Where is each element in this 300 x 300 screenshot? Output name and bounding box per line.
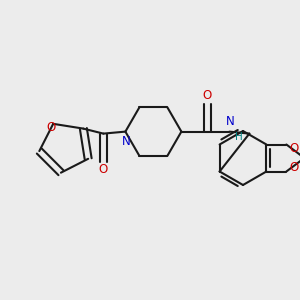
Text: O: O [99, 163, 108, 176]
Text: N: N [226, 115, 235, 128]
Text: H: H [235, 132, 242, 142]
Text: O: O [46, 121, 56, 134]
Text: N: N [122, 135, 131, 148]
Text: O: O [290, 161, 299, 174]
Text: O: O [203, 89, 212, 102]
Text: O: O [290, 142, 299, 155]
